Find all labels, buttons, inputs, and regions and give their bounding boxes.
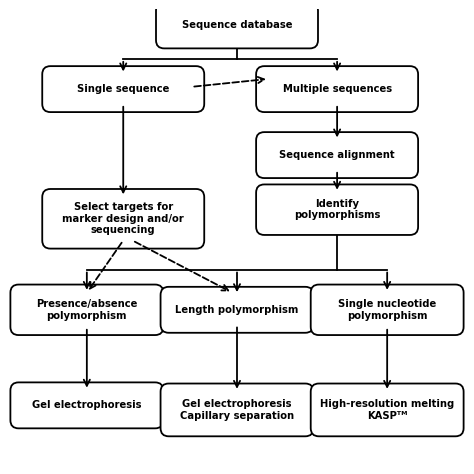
Text: Select targets for
marker design and/or
sequencing: Select targets for marker design and/or …	[63, 202, 184, 236]
Text: High-resolution melting
KASPᵀᴹ: High-resolution melting KASPᵀᴹ	[320, 399, 454, 421]
FancyBboxPatch shape	[10, 284, 163, 335]
FancyBboxPatch shape	[311, 383, 464, 436]
FancyBboxPatch shape	[256, 132, 418, 178]
Text: Sequence database: Sequence database	[182, 20, 292, 30]
Text: Gel electrophoresis: Gel electrophoresis	[32, 401, 142, 410]
Text: Length polymorphism: Length polymorphism	[175, 305, 299, 315]
FancyBboxPatch shape	[256, 66, 418, 112]
FancyBboxPatch shape	[42, 66, 204, 112]
FancyBboxPatch shape	[10, 383, 163, 428]
Text: Sequence alignment: Sequence alignment	[279, 150, 395, 160]
FancyBboxPatch shape	[156, 2, 318, 48]
Text: Single nucleotide
polymorphism: Single nucleotide polymorphism	[338, 299, 436, 320]
FancyBboxPatch shape	[42, 189, 204, 248]
Text: Presence/absence
polymorphism: Presence/absence polymorphism	[36, 299, 137, 320]
Text: Multiple sequences: Multiple sequences	[283, 84, 392, 94]
FancyBboxPatch shape	[311, 284, 464, 335]
Text: Identify
polymorphisms: Identify polymorphisms	[294, 199, 380, 220]
FancyBboxPatch shape	[161, 287, 313, 333]
FancyBboxPatch shape	[161, 383, 313, 436]
FancyBboxPatch shape	[256, 184, 418, 235]
Text: Single sequence: Single sequence	[77, 84, 169, 94]
Text: Gel electrophoresis
Capillary separation: Gel electrophoresis Capillary separation	[180, 399, 294, 421]
